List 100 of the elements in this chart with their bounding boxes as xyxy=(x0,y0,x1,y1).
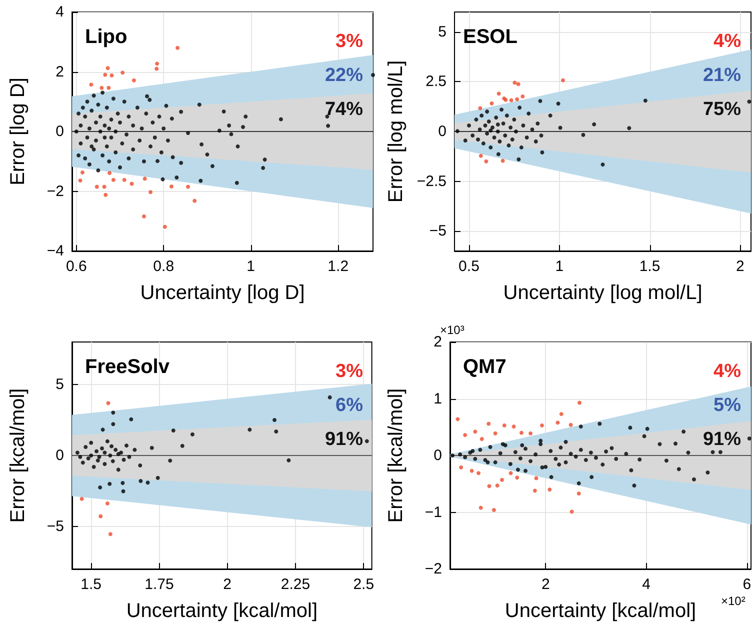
point xyxy=(80,496,84,501)
point xyxy=(500,158,505,163)
point xyxy=(478,106,482,110)
point xyxy=(100,86,104,90)
y-tick-label: −2.5 xyxy=(416,172,447,190)
x-tick-label: 2 xyxy=(223,576,232,593)
point xyxy=(80,170,84,174)
point xyxy=(110,73,114,78)
x-axis-title: Uncertainty [kcal/mol] xyxy=(126,600,318,622)
annotation: 4% xyxy=(714,361,742,382)
point xyxy=(89,82,94,87)
point xyxy=(539,133,544,138)
x-tick-label: 6 xyxy=(742,576,752,593)
point xyxy=(558,126,562,130)
y-tick-label: 5 xyxy=(438,23,447,40)
text: Lipo xyxy=(85,26,128,48)
point xyxy=(190,432,194,436)
point xyxy=(121,489,126,494)
x-axis-title: Uncertainty [log mol/L] xyxy=(503,282,702,304)
point xyxy=(518,106,522,110)
point xyxy=(500,478,504,482)
point xyxy=(102,462,107,466)
point xyxy=(98,514,103,518)
point xyxy=(548,488,552,492)
point xyxy=(89,454,94,458)
point xyxy=(272,418,277,422)
point xyxy=(503,133,508,138)
point xyxy=(538,99,542,104)
point xyxy=(493,431,498,436)
point xyxy=(108,454,112,458)
point xyxy=(110,444,114,448)
point xyxy=(116,452,120,456)
point xyxy=(274,430,278,434)
point xyxy=(84,444,88,449)
point xyxy=(578,400,582,405)
y-tick-label: 0 xyxy=(434,447,442,464)
point xyxy=(463,433,468,438)
x-tick-label: 1 xyxy=(246,258,256,275)
point xyxy=(146,480,150,485)
point xyxy=(459,465,464,470)
point xyxy=(478,128,482,132)
point xyxy=(556,102,560,106)
point xyxy=(168,458,172,463)
point xyxy=(556,420,560,425)
point xyxy=(581,132,586,137)
point xyxy=(470,133,475,138)
point xyxy=(534,476,538,480)
x-tick-label: 0.6 xyxy=(66,258,87,275)
point xyxy=(540,150,544,154)
point xyxy=(132,448,137,452)
point xyxy=(627,126,632,130)
point xyxy=(488,128,493,133)
text: QM7 xyxy=(463,356,506,378)
point xyxy=(192,198,197,203)
point xyxy=(592,122,596,126)
x-axis-title: Uncertainty [kcal/mol] xyxy=(504,600,696,622)
point xyxy=(492,135,496,140)
point xyxy=(568,422,573,427)
point xyxy=(111,410,116,415)
point xyxy=(162,224,167,229)
annotation: 3% xyxy=(336,361,364,382)
annotation: 3% xyxy=(336,31,364,52)
point xyxy=(100,428,105,432)
y-tick-label: 1 xyxy=(434,390,442,408)
point xyxy=(512,80,517,85)
point xyxy=(747,100,752,104)
y-tick-label: −5 xyxy=(46,518,64,535)
point xyxy=(476,471,481,476)
x-tick-label: 1.75 xyxy=(144,576,174,593)
point xyxy=(120,70,125,75)
point xyxy=(142,214,146,218)
point xyxy=(515,97,520,102)
point xyxy=(528,431,533,436)
point xyxy=(155,62,160,66)
point xyxy=(110,459,115,464)
point xyxy=(96,458,100,462)
point xyxy=(111,178,116,182)
y-axis-title: Error [kcal/mol] xyxy=(385,388,407,523)
point xyxy=(498,139,502,144)
point xyxy=(514,130,518,134)
point xyxy=(186,184,190,189)
point xyxy=(105,439,110,444)
annotation: 4% xyxy=(714,31,742,52)
point xyxy=(490,126,494,130)
point xyxy=(570,510,574,514)
annotation: 91% xyxy=(702,429,742,450)
point xyxy=(124,444,129,448)
point xyxy=(120,481,125,486)
y-tick-label: 5 xyxy=(56,376,64,394)
point xyxy=(98,485,102,490)
point xyxy=(106,66,110,70)
point xyxy=(142,176,147,181)
point xyxy=(501,122,506,126)
point xyxy=(524,135,529,140)
point xyxy=(502,423,506,428)
point xyxy=(478,154,483,158)
point xyxy=(488,145,493,150)
point xyxy=(496,122,500,127)
x-tick-label: 0.8 xyxy=(153,258,174,275)
point xyxy=(519,145,524,150)
